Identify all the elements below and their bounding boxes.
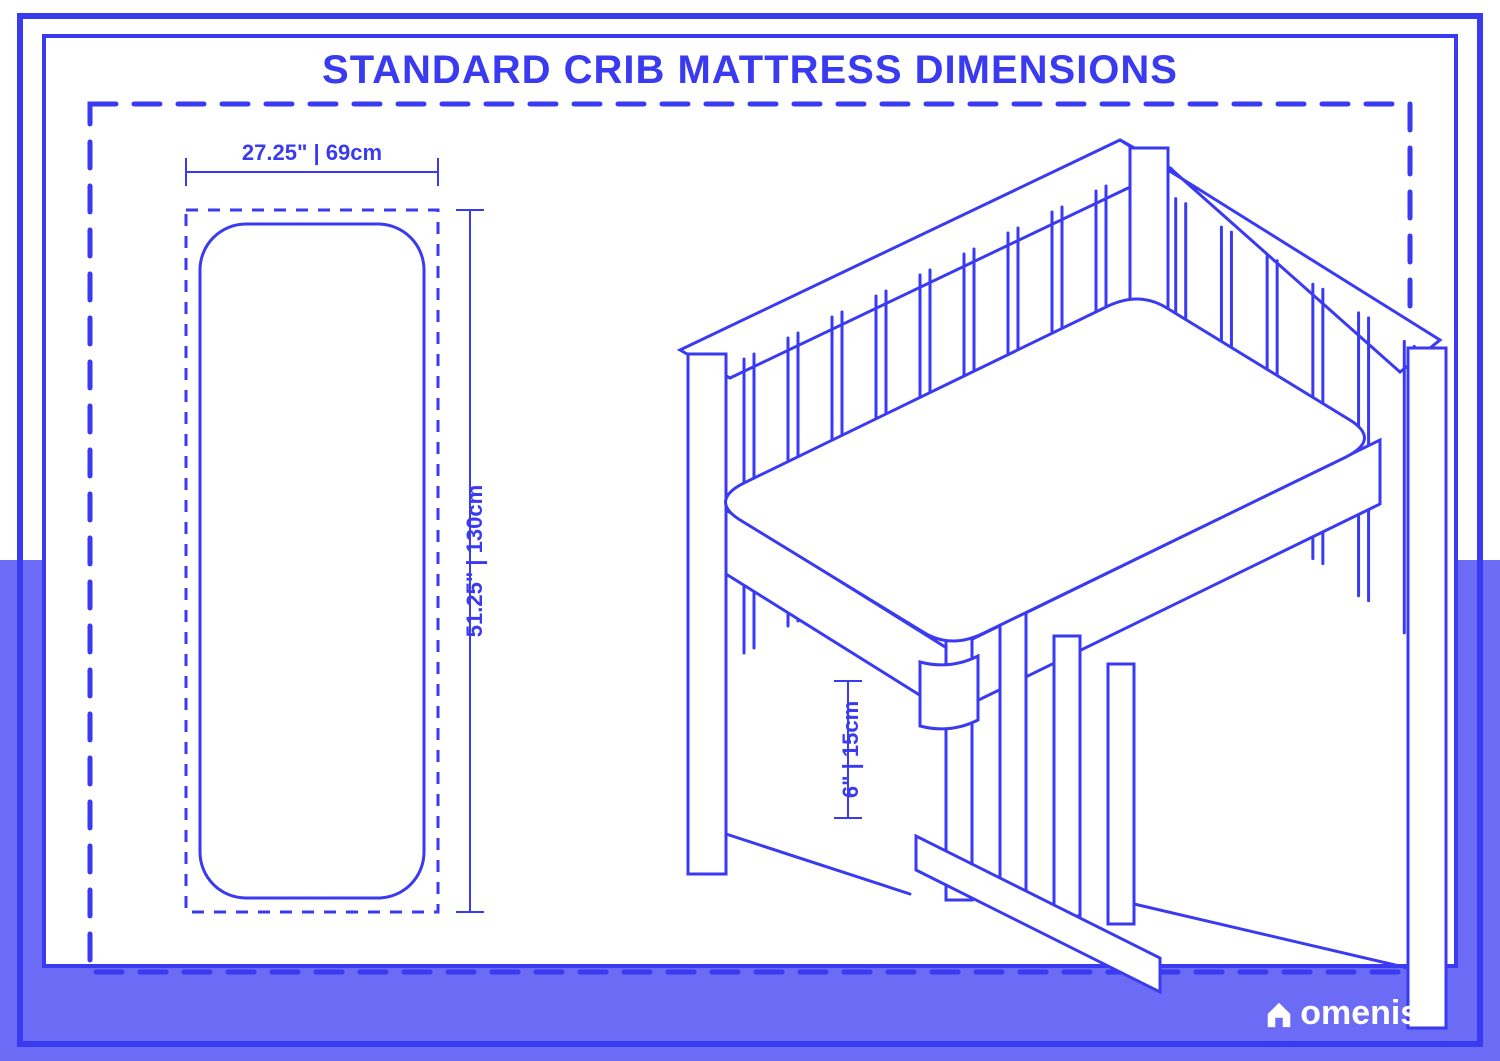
brand-text: omenish: [1300, 994, 1440, 1033]
dimension-width-label: 27.25" | 69cm: [186, 140, 438, 166]
dimension-height-label: 51.25" | 130cm: [462, 210, 488, 912]
page-title: STANDARD CRIB MATTRESS DIMENSIONS: [0, 48, 1500, 93]
dimension-thickness-label: 6" | 15cm: [838, 681, 864, 818]
house-icon: [1264, 999, 1294, 1029]
diagram-root: STANDARD CRIB MATTRESS DIMENSIONS 27.25"…: [0, 0, 1500, 1061]
brand-logo: omenish: [1264, 994, 1440, 1033]
